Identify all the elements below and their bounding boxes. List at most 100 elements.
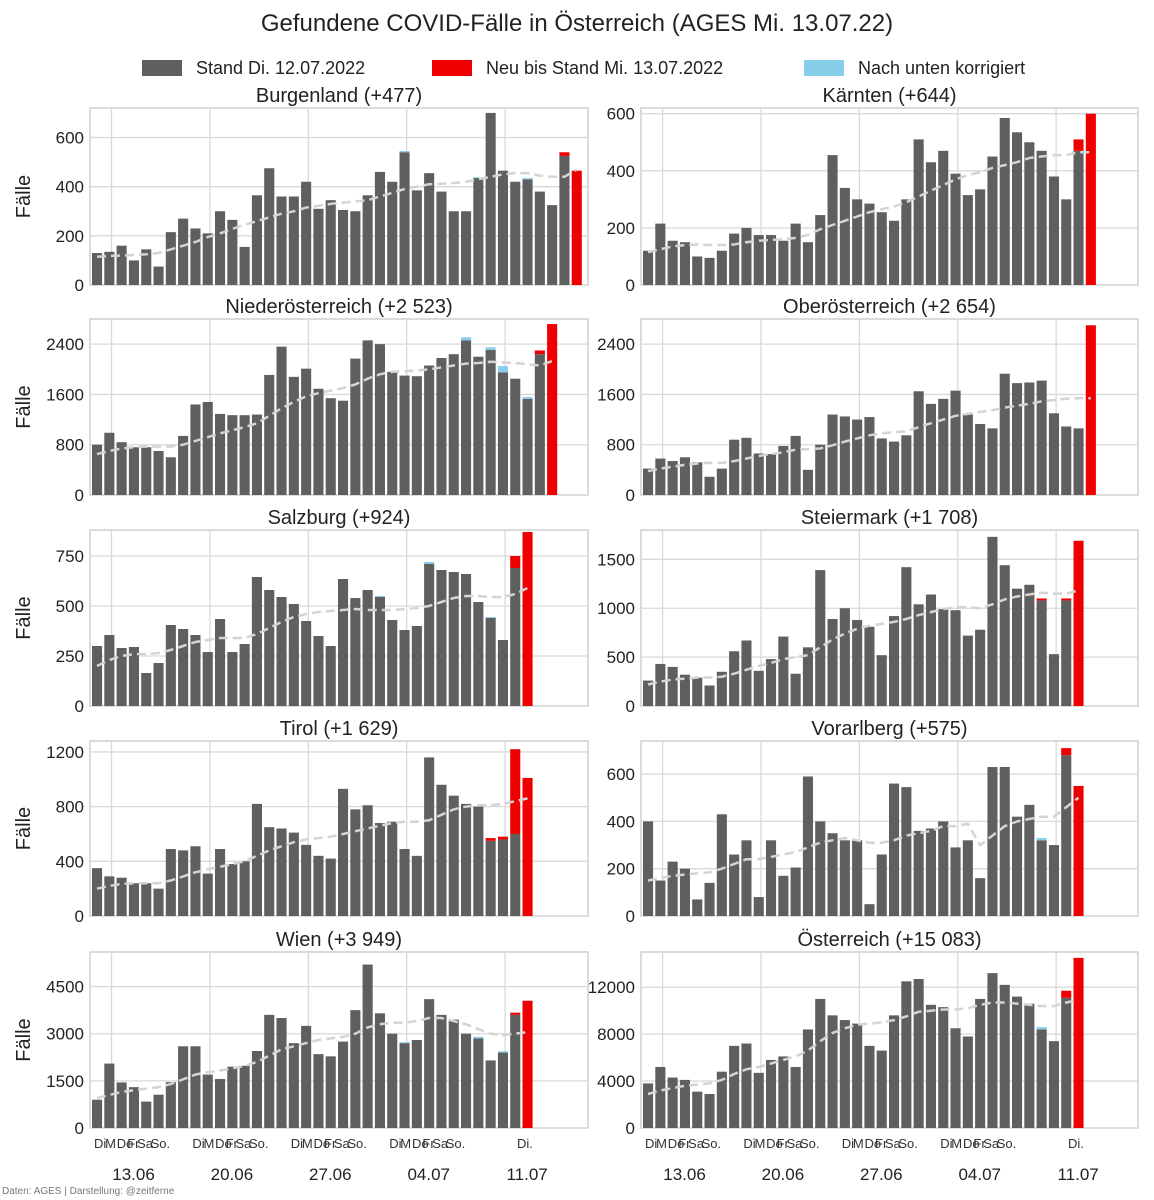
panel-1: 0 200 400 600 Kärnten (+644) bbox=[607, 85, 1139, 295]
panel-title: Tirol (+1 629) bbox=[280, 718, 399, 740]
bar-stand bbox=[667, 666, 678, 706]
bar-stand bbox=[766, 454, 777, 495]
y-tick-label: 2400 bbox=[46, 335, 84, 354]
y-tick-label: 0 bbox=[626, 1119, 635, 1138]
x-day-label: M bbox=[656, 1136, 667, 1151]
bar-stand bbox=[411, 1040, 422, 1128]
bar-stand bbox=[485, 1060, 496, 1128]
x-date-label: 13.06 bbox=[663, 1165, 706, 1184]
x-day-label: So. bbox=[898, 1136, 918, 1151]
bar-stand bbox=[1012, 816, 1023, 916]
bar-stand bbox=[399, 849, 410, 916]
bar-stand bbox=[510, 378, 521, 495]
bar-stand bbox=[325, 646, 336, 706]
bar-stand bbox=[251, 414, 262, 495]
bar-stand bbox=[448, 1019, 459, 1128]
bar-stand bbox=[362, 590, 373, 706]
bar-stand bbox=[679, 674, 690, 706]
bar-stand bbox=[202, 652, 213, 706]
bar-stand bbox=[461, 574, 472, 706]
bar-stand bbox=[987, 973, 998, 1128]
y-axis-label: Fälle bbox=[13, 385, 35, 428]
legend-item-stand: Stand Di. 12.07.2022 bbox=[142, 54, 365, 82]
bar-stand bbox=[864, 626, 875, 706]
bar-stand bbox=[741, 640, 752, 706]
bar-stand bbox=[424, 999, 435, 1128]
bar-stand bbox=[913, 978, 924, 1128]
bar-stand bbox=[790, 673, 801, 706]
bar-stand bbox=[227, 219, 238, 285]
bar-stand bbox=[411, 855, 422, 916]
bar-stand bbox=[153, 1094, 164, 1128]
bar-stand bbox=[399, 152, 410, 285]
bar-stand bbox=[950, 610, 961, 706]
bar-stand bbox=[852, 840, 863, 916]
rolling-average-line bbox=[647, 589, 1079, 686]
bar-stand bbox=[534, 354, 545, 495]
bar-stand bbox=[448, 354, 459, 495]
bar-stand bbox=[790, 435, 801, 495]
bar-stand bbox=[667, 1077, 678, 1128]
bar-neu bbox=[534, 350, 545, 355]
bar-stand bbox=[436, 191, 447, 285]
y-tick-label: 8000 bbox=[597, 1025, 635, 1044]
y-tick-label: 400 bbox=[56, 852, 84, 871]
bar-stand bbox=[876, 655, 887, 706]
bar-stand bbox=[1024, 584, 1035, 706]
y-tick-label: 800 bbox=[607, 436, 635, 455]
y-tick-label: 1500 bbox=[597, 550, 635, 569]
bar-stand bbox=[399, 375, 410, 495]
bar-stand bbox=[522, 398, 533, 495]
bar-stand bbox=[1024, 1003, 1035, 1128]
bar-stand bbox=[667, 240, 678, 285]
bar-stand bbox=[473, 178, 484, 285]
x-day-label: Do bbox=[766, 1136, 783, 1151]
bar-stand bbox=[901, 435, 912, 495]
bar-stand bbox=[473, 356, 484, 495]
bar-stand bbox=[704, 257, 715, 285]
bar-stand bbox=[227, 1066, 238, 1128]
bar-stand bbox=[1012, 996, 1023, 1128]
bar-stand bbox=[411, 376, 422, 495]
bar-stand bbox=[667, 461, 678, 495]
bar-stand bbox=[264, 168, 275, 285]
bar-stand bbox=[190, 228, 201, 285]
bar-stand bbox=[350, 809, 361, 916]
bar-stand bbox=[251, 803, 262, 916]
bar-stand bbox=[202, 873, 213, 916]
bar-stand bbox=[92, 253, 103, 285]
bar-neu bbox=[510, 749, 521, 834]
bar-stand bbox=[1048, 1041, 1059, 1128]
bar-stand bbox=[497, 372, 508, 495]
bar-stand bbox=[239, 644, 250, 706]
bar-stand bbox=[925, 828, 936, 916]
bar-stand bbox=[692, 677, 703, 706]
bar-stand bbox=[190, 635, 201, 706]
x-date-label: 11.07 bbox=[506, 1165, 547, 1184]
bar-stand bbox=[178, 850, 189, 916]
bar-stand bbox=[815, 215, 826, 285]
bar-stand bbox=[165, 849, 176, 916]
bar-korrigiert bbox=[522, 178, 533, 180]
panel-7: 0 200 400 600 Vorarlberg (+575) bbox=[607, 718, 1139, 926]
bar-stand bbox=[374, 1013, 385, 1128]
bar-stand bbox=[436, 784, 447, 916]
x-day-label: Fr bbox=[973, 1136, 986, 1151]
footer-credit: Daten: AGES | Darstellung: @zeitferne bbox=[2, 1186, 175, 1197]
bar-stand bbox=[1061, 426, 1072, 495]
bar-stand bbox=[975, 423, 986, 495]
bar-stand bbox=[473, 806, 484, 916]
bar-stand bbox=[667, 861, 678, 916]
bar-stand bbox=[141, 1101, 152, 1128]
x-day-label: So. bbox=[151, 1136, 171, 1151]
bar-stand bbox=[338, 210, 349, 285]
bar-stand bbox=[387, 821, 398, 916]
bar-stand bbox=[251, 577, 262, 706]
x-day-label: So. bbox=[249, 1136, 269, 1151]
bar-stand bbox=[876, 212, 887, 285]
bar-stand bbox=[827, 1015, 838, 1128]
bar-stand bbox=[741, 1043, 752, 1128]
bar-stand bbox=[839, 1020, 850, 1128]
bar-stand bbox=[839, 608, 850, 706]
